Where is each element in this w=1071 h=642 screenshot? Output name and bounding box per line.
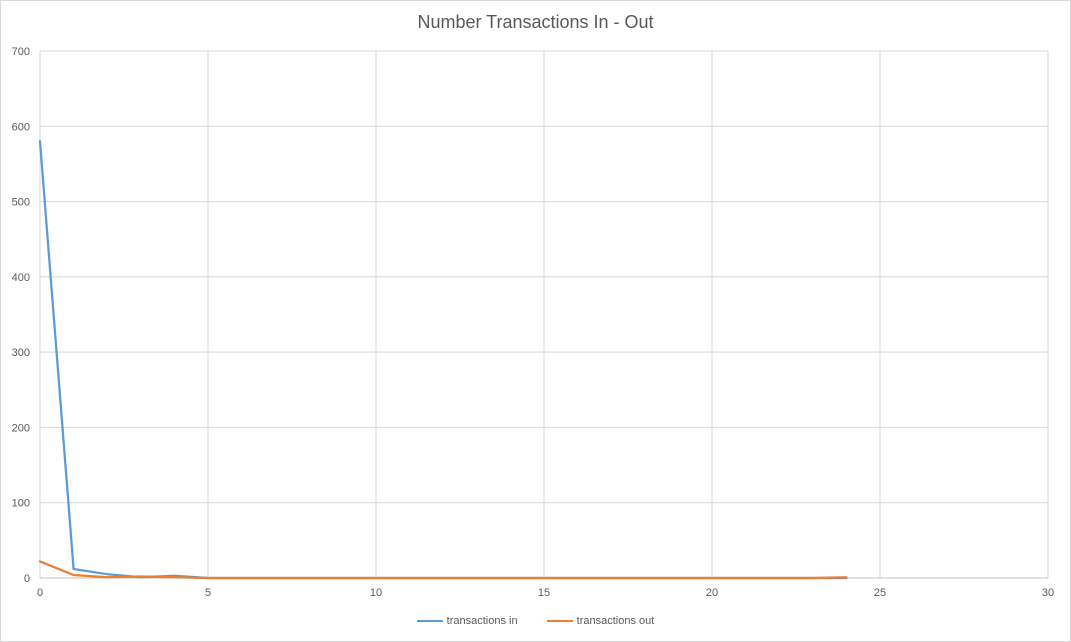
x-tick-label: 5: [205, 587, 211, 599]
y-tick-label: 700: [12, 46, 30, 58]
chart-title: Number Transactions In - Out: [417, 12, 654, 32]
y-tick-label: 300: [12, 347, 30, 359]
x-axis-tick-labels: 0 5 10 15 20 25 30: [37, 587, 1054, 599]
x-tick-label: 0: [37, 587, 43, 599]
legend-item-transactions-in: transactions in: [416, 615, 518, 627]
y-tick-label: 500: [12, 197, 30, 209]
y-tick-label: 100: [12, 498, 30, 510]
legend-swatch-transactions-in: [416, 620, 443, 622]
series-line-transactions-in: [38, 140, 848, 580]
x-tick-label: 30: [1042, 587, 1054, 599]
y-tick-label: 0: [24, 573, 30, 585]
vertical-gridlines: [39, 51, 1049, 578]
legend-swatch-transactions-out: [546, 620, 573, 622]
x-tick-label: 15: [538, 587, 550, 599]
legend: transactions in transactions out: [1, 613, 1070, 627]
legend-item-transactions-out: transactions out: [546, 615, 655, 627]
y-tick-label: 200: [12, 422, 30, 434]
horizontal-gridlines: [40, 50, 1048, 579]
y-tick-label: 400: [12, 272, 30, 284]
series-line-transactions-out: [38, 560, 848, 580]
x-tick-label: 25: [874, 587, 886, 599]
y-axis-tick-labels: 0 100 200 300 400 500 600 700: [12, 46, 30, 585]
series-lines: [38, 140, 848, 580]
legend-label-transactions-out: transactions out: [576, 615, 655, 627]
x-tick-label: 20: [706, 587, 718, 599]
y-tick-label: 600: [12, 121, 30, 133]
x-tick-label: 10: [370, 587, 382, 599]
legend-label-transactions-in: transactions in: [446, 615, 518, 627]
